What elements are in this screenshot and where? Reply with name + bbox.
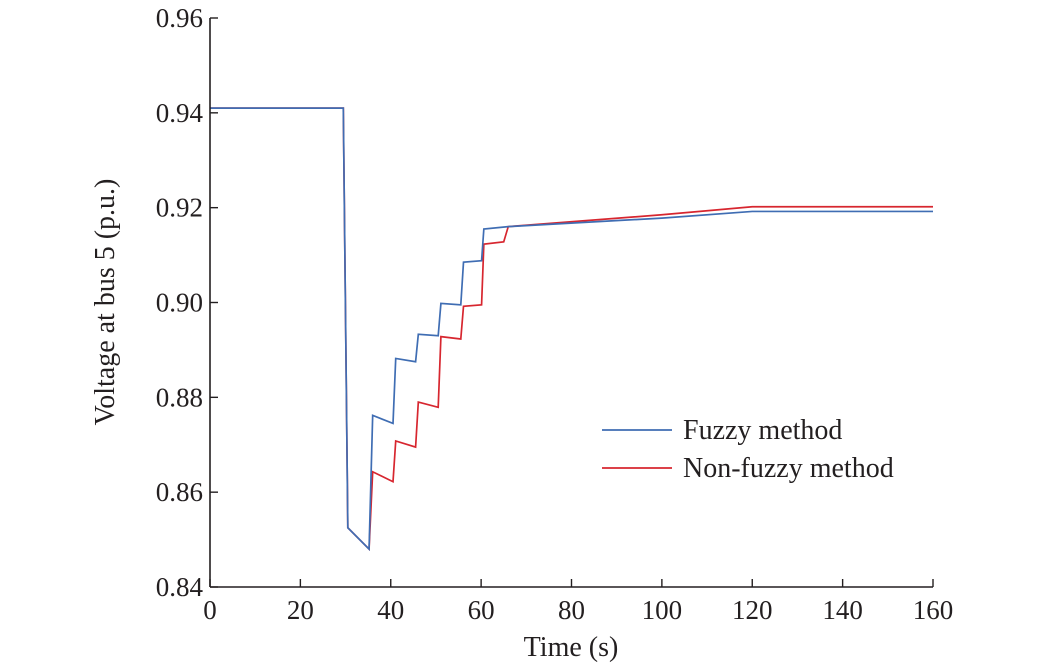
axes-layer (209, 18, 933, 588)
y-tick-label: 0.92 (156, 193, 203, 223)
x-tick-label: 160 (913, 595, 954, 625)
x-tick-label: 40 (377, 595, 404, 625)
x-axis-title: Time (s) (524, 632, 619, 663)
y-tick-label: 0.84 (156, 572, 204, 602)
ticks-layer: 0 20 40 60 80 100 120 140 160 0.84 0.86 0.88 0.90 0.9… (156, 3, 954, 625)
x-tick-label: 80 (558, 595, 585, 625)
y-tick-label: 0.86 (156, 477, 203, 507)
series-line-fuzzy-method (210, 107, 933, 552)
x-tick-label: 140 (822, 595, 863, 625)
legend-label-fuzzy-method: Fuzzy method (683, 415, 842, 446)
x-tick-label: 100 (642, 595, 683, 625)
y-tick-label: 0.88 (156, 382, 203, 412)
x-tick-label: 20 (287, 595, 314, 625)
y-tick-label: 0.94 (156, 98, 204, 128)
x-tick-label: 120 (732, 595, 773, 625)
legend-label-non-fuzzy-method: Non-fuzzy method (683, 453, 894, 484)
y-tick-label: 0.90 (156, 288, 203, 318)
legend: Fuzzy method Non-fuzzy method (602, 415, 894, 484)
x-tick-label: 0 (203, 595, 217, 625)
series-layer (210, 107, 933, 552)
x-tick-label: 60 (468, 595, 495, 625)
y-axis-title: Voltage at bus 5 (p.u.) (90, 179, 121, 426)
y-tick-label: 0.96 (156, 3, 203, 33)
